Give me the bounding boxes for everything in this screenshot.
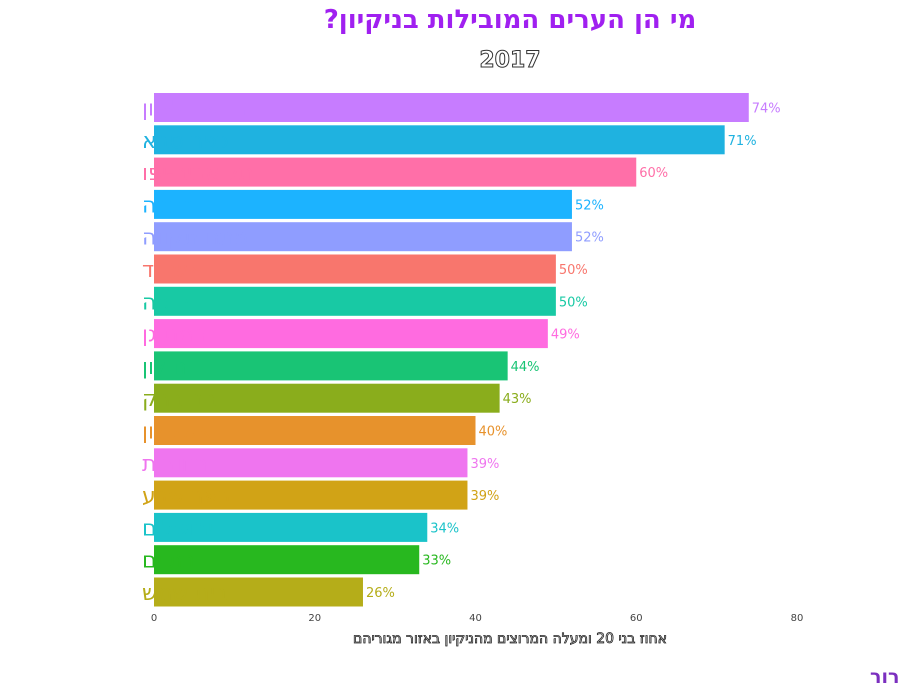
bar — [154, 222, 572, 252]
bar — [154, 448, 468, 478]
value-label: 52% — [575, 231, 604, 246]
bar — [154, 577, 363, 607]
value-label: 50% — [559, 263, 588, 278]
value-label: 49% — [551, 328, 580, 343]
city-label: כפר סבא — [142, 129, 229, 154]
bar — [154, 286, 556, 316]
city-label: בני ברק — [142, 387, 216, 412]
x-tick-label: 0 — [151, 613, 157, 624]
city-label: חיפה — [142, 290, 189, 315]
bar — [154, 319, 548, 349]
bar — [154, 383, 500, 413]
bar — [154, 351, 508, 381]
x-tick-label: 80 — [791, 613, 804, 624]
city-label: חולון — [142, 355, 187, 380]
value-label: 43% — [503, 392, 532, 407]
bar — [154, 416, 476, 445]
value-label: 33% — [422, 554, 451, 569]
value-label: 52% — [575, 198, 604, 213]
bar — [154, 125, 725, 155]
city-label: אשדוד — [142, 258, 202, 283]
value-label: 34% — [430, 521, 459, 536]
value-label: 40% — [479, 425, 508, 440]
source-note: מקור: הסקר החברתי, הלשכה המרכזית לסטטיסט… — [870, 666, 900, 688]
city-label: פתח תקווה — [142, 226, 248, 251]
bar — [154, 545, 420, 575]
city-label: רחובות — [142, 452, 208, 477]
bars-group: ראשון לציון 74% כפר סבא 71% תל אביב-יפו 60% נת… — [142, 93, 781, 607]
bar — [154, 93, 749, 122]
value-label: 50% — [559, 295, 588, 310]
city-label: ראשון לציון — [142, 97, 246, 122]
city-label: אשקלון — [142, 420, 212, 445]
x-axis: 0 20 40 60 80 — [151, 613, 804, 624]
city-label: בית שמש — [142, 581, 227, 606]
bar — [154, 480, 468, 510]
bar — [154, 157, 637, 187]
x-tick-label: 20 — [308, 613, 321, 624]
city-label: רמת גן — [142, 323, 206, 348]
value-label: 44% — [511, 360, 540, 375]
city-label: נתניה — [142, 193, 193, 218]
value-label: 26% — [366, 586, 395, 601]
chart-title: מי הן הערים המובילות בניקיון? — [324, 5, 697, 35]
bar — [154, 189, 572, 219]
x-axis-label: אחוז בני 20 ומעלה המרוצים מהניקיון באזור… — [353, 631, 667, 647]
chart-subtitle: 2017 — [479, 48, 540, 73]
bar — [154, 254, 556, 284]
city-label: באר שבע — [142, 484, 231, 509]
value-label: 39% — [470, 457, 499, 472]
x-tick-label: 60 — [630, 613, 643, 624]
value-label: 39% — [470, 489, 499, 504]
bar — [154, 512, 428, 542]
city-label: תל אביב-יפו — [142, 161, 254, 186]
city-label: בת ים — [142, 549, 196, 574]
value-label: 60% — [639, 166, 668, 181]
city-label: ירושלים — [142, 516, 213, 541]
value-label: 71% — [728, 134, 757, 149]
value-label: 74% — [752, 102, 781, 117]
x-tick-label: 40 — [469, 613, 482, 624]
